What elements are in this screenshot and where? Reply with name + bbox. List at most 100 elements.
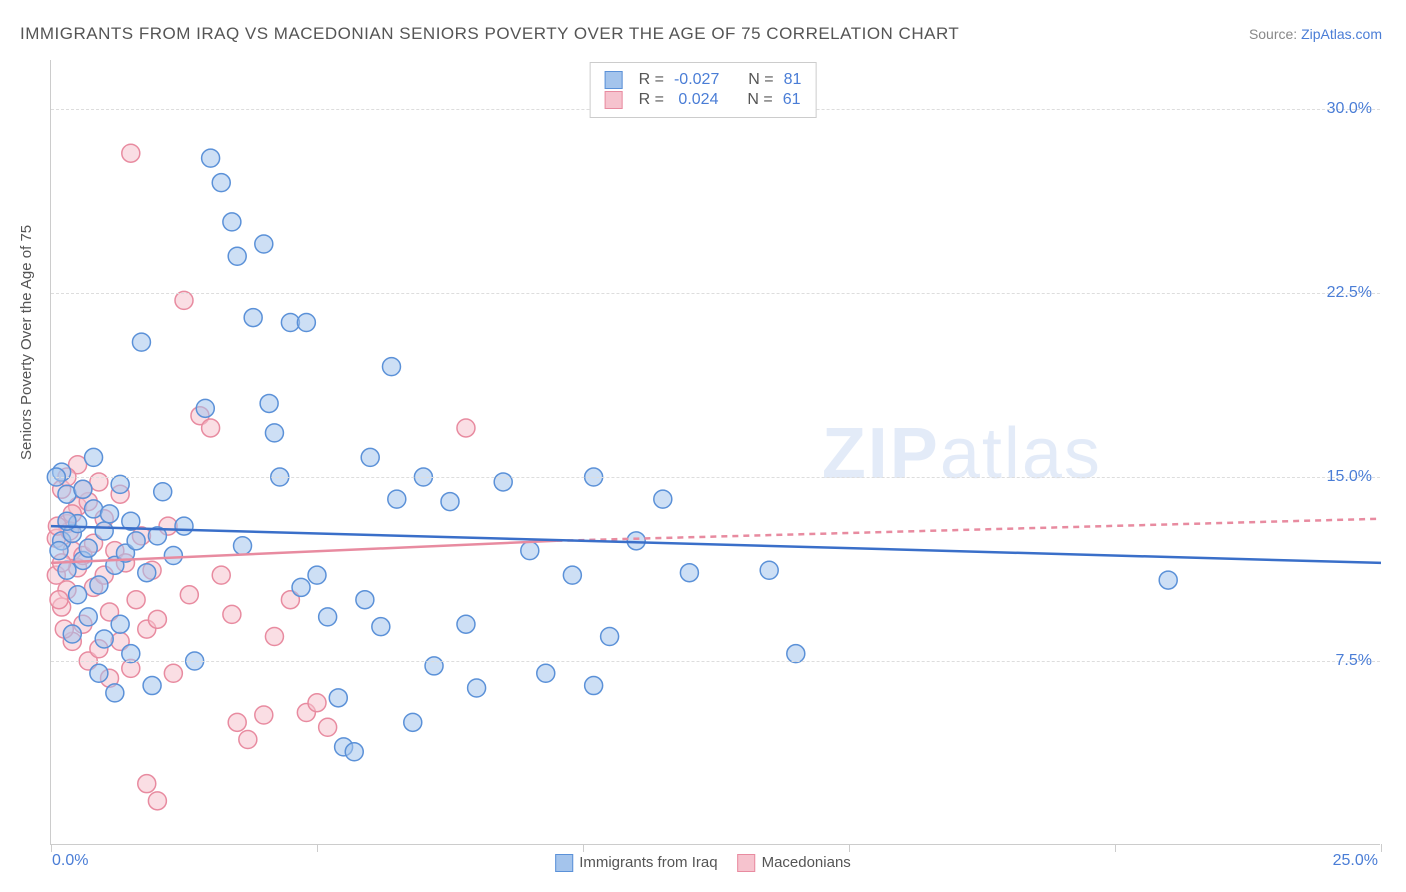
data-point: [537, 664, 555, 682]
stats-row-iraq: R = -0.027 N = 81: [605, 71, 802, 89]
data-point: [494, 473, 512, 491]
chart-plot-area: ZIPatlas 7.5%15.0%22.5%30.0%: [50, 60, 1380, 845]
data-point: [58, 561, 76, 579]
data-point: [180, 586, 198, 604]
data-point: [148, 792, 166, 810]
data-point: [212, 174, 230, 192]
data-point: [138, 564, 156, 582]
data-point: [441, 493, 459, 511]
y-tick-label: 15.0%: [1327, 468, 1372, 486]
data-point: [164, 547, 182, 565]
data-point: [627, 532, 645, 550]
data-point: [760, 561, 778, 579]
data-point: [425, 657, 443, 675]
data-point: [63, 625, 81, 643]
data-point: [787, 645, 805, 663]
gridline: [51, 661, 1380, 662]
x-tick: [583, 844, 584, 852]
data-point: [50, 542, 68, 560]
data-point: [175, 291, 193, 309]
data-point: [255, 235, 273, 253]
gridline: [51, 293, 1380, 294]
data-point: [50, 591, 68, 609]
data-point: [175, 517, 193, 535]
data-point: [255, 706, 273, 724]
x-tick: [51, 844, 52, 852]
data-point: [127, 532, 145, 550]
stats-row-macedonian: R = 0.024 N = 61: [605, 91, 802, 109]
data-point: [457, 615, 475, 633]
data-point: [228, 247, 246, 265]
data-point: [164, 664, 182, 682]
data-point: [122, 144, 140, 162]
data-point: [329, 689, 347, 707]
data-point: [69, 586, 87, 604]
data-point: [239, 731, 257, 749]
data-point: [111, 475, 129, 493]
data-point: [265, 424, 283, 442]
data-point: [297, 313, 315, 331]
data-point: [90, 576, 108, 594]
data-point: [127, 591, 145, 609]
data-point: [95, 522, 113, 540]
x-tick: [317, 844, 318, 852]
legend-swatch-macedonian: [738, 854, 756, 872]
x-tick: [1115, 844, 1116, 852]
data-point: [680, 564, 698, 582]
x-tick: [849, 844, 850, 852]
legend-item-iraq: Immigrants from Iraq: [555, 854, 717, 872]
data-point: [654, 490, 672, 508]
data-point: [101, 505, 119, 523]
data-point: [138, 775, 156, 793]
stats-swatch-iraq: [605, 71, 623, 89]
x-axis-min-label: 0.0%: [52, 852, 88, 870]
legend-swatch-iraq: [555, 854, 573, 872]
data-point: [244, 309, 262, 327]
data-point: [563, 566, 581, 584]
data-point: [90, 664, 108, 682]
data-point: [111, 615, 129, 633]
data-point: [202, 149, 220, 167]
y-tick-label: 22.5%: [1327, 284, 1372, 302]
data-point: [585, 677, 603, 695]
stats-swatch-macedonian: [605, 91, 623, 109]
data-point: [79, 608, 97, 626]
y-tick-label: 30.0%: [1327, 100, 1372, 118]
correlation-stats-box: R = -0.027 N = 81 R = 0.024 N = 61: [590, 62, 817, 118]
data-point: [388, 490, 406, 508]
data-point: [265, 627, 283, 645]
data-point: [521, 542, 539, 560]
n-value-macedonian: 61: [783, 91, 801, 109]
data-point: [356, 591, 374, 609]
data-point: [457, 419, 475, 437]
source-attribution: Source: ZipAtlas.com: [1249, 26, 1382, 42]
data-point: [319, 608, 337, 626]
data-point: [308, 566, 326, 584]
data-point: [308, 694, 326, 712]
data-point: [196, 399, 214, 417]
data-point: [85, 500, 103, 518]
data-point: [292, 578, 310, 596]
legend-item-macedonian: Macedonians: [738, 854, 851, 872]
source-prefix: Source:: [1249, 26, 1301, 42]
data-point: [601, 627, 619, 645]
data-point: [132, 333, 150, 351]
bottom-legend: Immigrants from Iraq Macedonians: [555, 854, 851, 872]
data-point: [79, 539, 97, 557]
data-point: [212, 566, 230, 584]
data-point: [148, 610, 166, 628]
data-point: [85, 448, 103, 466]
y-axis-label: Seniors Poverty Over the Age of 75: [18, 225, 35, 460]
data-point: [58, 485, 76, 503]
data-point: [223, 213, 241, 231]
data-point: [228, 713, 246, 731]
data-point: [382, 358, 400, 376]
data-point: [74, 480, 92, 498]
source-link[interactable]: ZipAtlas.com: [1301, 26, 1382, 42]
data-point: [345, 743, 363, 761]
r-value-iraq: -0.027: [674, 71, 719, 89]
data-point: [122, 645, 140, 663]
data-point: [404, 713, 422, 731]
data-point: [361, 448, 379, 466]
data-point: [202, 419, 220, 437]
